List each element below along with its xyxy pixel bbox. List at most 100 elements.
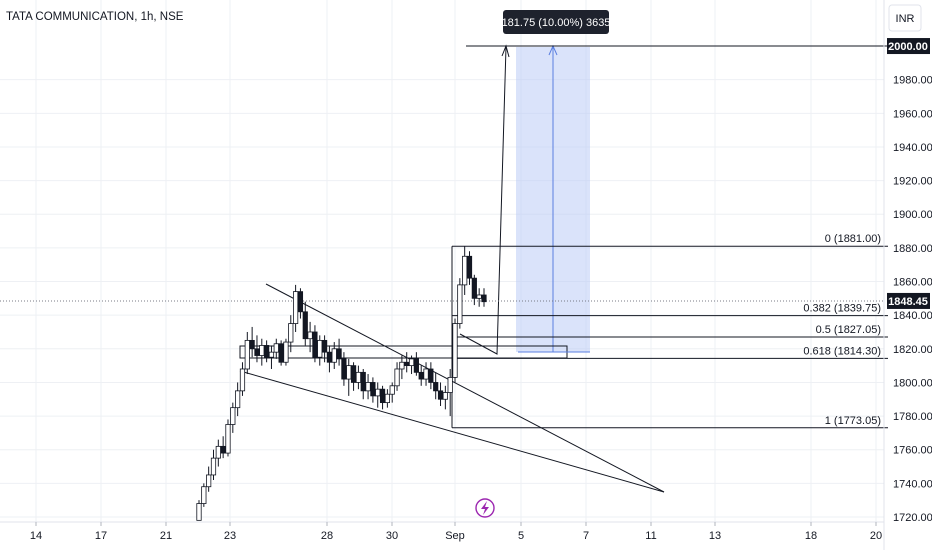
y-tick-label: 1880.00 <box>893 243 932 255</box>
candle-body <box>457 284 463 324</box>
candle-body <box>355 371 362 383</box>
candle-body <box>466 255 473 279</box>
candle-body <box>215 445 221 459</box>
fib-level-label: 0.5 (1827.05) <box>816 324 881 336</box>
candle <box>302 301 308 346</box>
candle-body <box>297 291 304 313</box>
candle <box>259 338 265 366</box>
x-tick-label: 30 <box>386 530 398 542</box>
candle-body <box>399 361 405 370</box>
candle <box>399 355 405 380</box>
y-tick-label: 1760.00 <box>893 445 932 457</box>
wedge-lower-line <box>239 370 665 493</box>
candle-body <box>235 390 241 409</box>
candle <box>341 352 347 386</box>
candle <box>331 342 337 369</box>
y-tick-label: 1860.00 <box>893 277 932 289</box>
target-price-tag: 2000.00 <box>887 38 930 55</box>
last-price-tag: 1848.45 <box>887 292 930 309</box>
candle-body <box>264 345 270 358</box>
candle <box>326 345 333 373</box>
grid <box>0 0 884 522</box>
candle <box>239 362 246 396</box>
x-tick-label: 21 <box>160 530 172 542</box>
candle <box>423 362 429 386</box>
candle-body <box>350 365 357 383</box>
price-axis[interactable]: 1720.00 1740.00 1760.00 1780.00 1800.00 1820.… <box>883 0 932 550</box>
candle-body <box>220 445 226 454</box>
candle-body <box>365 382 371 392</box>
x-tick-label: 20 <box>870 530 882 542</box>
projection-tooltip: 181.75 (10.00%) 3635 <box>502 10 611 34</box>
x-tick-label: 23 <box>224 530 236 542</box>
x-tick-label: 14 <box>30 530 42 542</box>
x-tick-label: 17 <box>95 530 107 542</box>
wedge-upper-line <box>265 283 665 493</box>
y-tick-label: 1900.00 <box>893 209 932 221</box>
candle <box>317 335 323 366</box>
candle-body <box>413 358 419 373</box>
candle <box>452 318 458 383</box>
y-tick-label: 1920.00 <box>893 176 932 188</box>
y-tick-label: 1980.00 <box>893 75 932 87</box>
candle <box>471 274 477 306</box>
candle <box>244 331 250 375</box>
candle-body <box>394 368 400 387</box>
y-tick-label: 1720.00 <box>893 512 932 524</box>
candle <box>457 278 463 329</box>
candle <box>297 288 304 319</box>
y-tick-label: 1820.00 <box>893 344 932 356</box>
candle <box>418 365 424 386</box>
candle <box>404 352 410 373</box>
candle <box>235 382 241 417</box>
candle <box>283 338 289 366</box>
fib-level-label: 0.382 (1839.75) <box>803 303 881 315</box>
candle <box>413 352 419 376</box>
y-tick-label: 1960.00 <box>893 108 932 120</box>
candle-body <box>437 390 444 400</box>
candle-body <box>326 351 333 363</box>
candle <box>288 315 294 353</box>
chart-title: TATA COMMUNICATION, 1h, NSE <box>6 11 184 23</box>
candle <box>278 340 284 366</box>
candle-body <box>370 382 376 397</box>
x-tick-label: 7 <box>583 530 589 542</box>
candle <box>379 385 386 410</box>
path-arrow-head <box>501 44 510 58</box>
currency-label[interactable]: INR <box>896 13 915 25</box>
candle-body <box>230 407 236 425</box>
candle-body <box>423 368 429 380</box>
candle <box>254 335 260 363</box>
candlesticks <box>196 246 487 521</box>
candle <box>210 449 217 480</box>
candle <box>225 419 231 457</box>
currency-button[interactable]: INR <box>888 4 922 32</box>
projection-label: 181.75 (10.00%) 3635 <box>502 17 611 29</box>
y-tick-label: 1780.00 <box>893 411 932 423</box>
candle-body <box>302 311 308 340</box>
candle-body <box>312 331 318 358</box>
candle-body <box>447 376 453 393</box>
fib-level-label: 1 (1773.05) <box>825 415 881 427</box>
candle-body <box>360 371 366 392</box>
candle-body <box>481 294 487 303</box>
candle-body <box>244 339 250 370</box>
x-tick-label: 11 <box>645 530 656 542</box>
candle-body <box>239 368 246 392</box>
candle-body <box>254 348 260 356</box>
lightning-event-icon[interactable] <box>475 498 495 518</box>
candle-body <box>278 343 284 363</box>
candle <box>350 362 357 391</box>
candle-body <box>375 388 381 397</box>
candle-body <box>317 339 323 358</box>
candle <box>433 372 439 400</box>
target-price-tag-bg <box>887 38 930 55</box>
candle <box>365 374 371 400</box>
candle <box>442 385 448 410</box>
fib-level-label: 0 (1881.00) <box>825 233 881 245</box>
candle-body <box>288 323 294 343</box>
candle <box>312 325 318 363</box>
candle-body <box>321 339 328 353</box>
time-axis[interactable]: 14 17 21 23 28 30 Sep 5 7 11 13 18 20 <box>0 521 884 542</box>
